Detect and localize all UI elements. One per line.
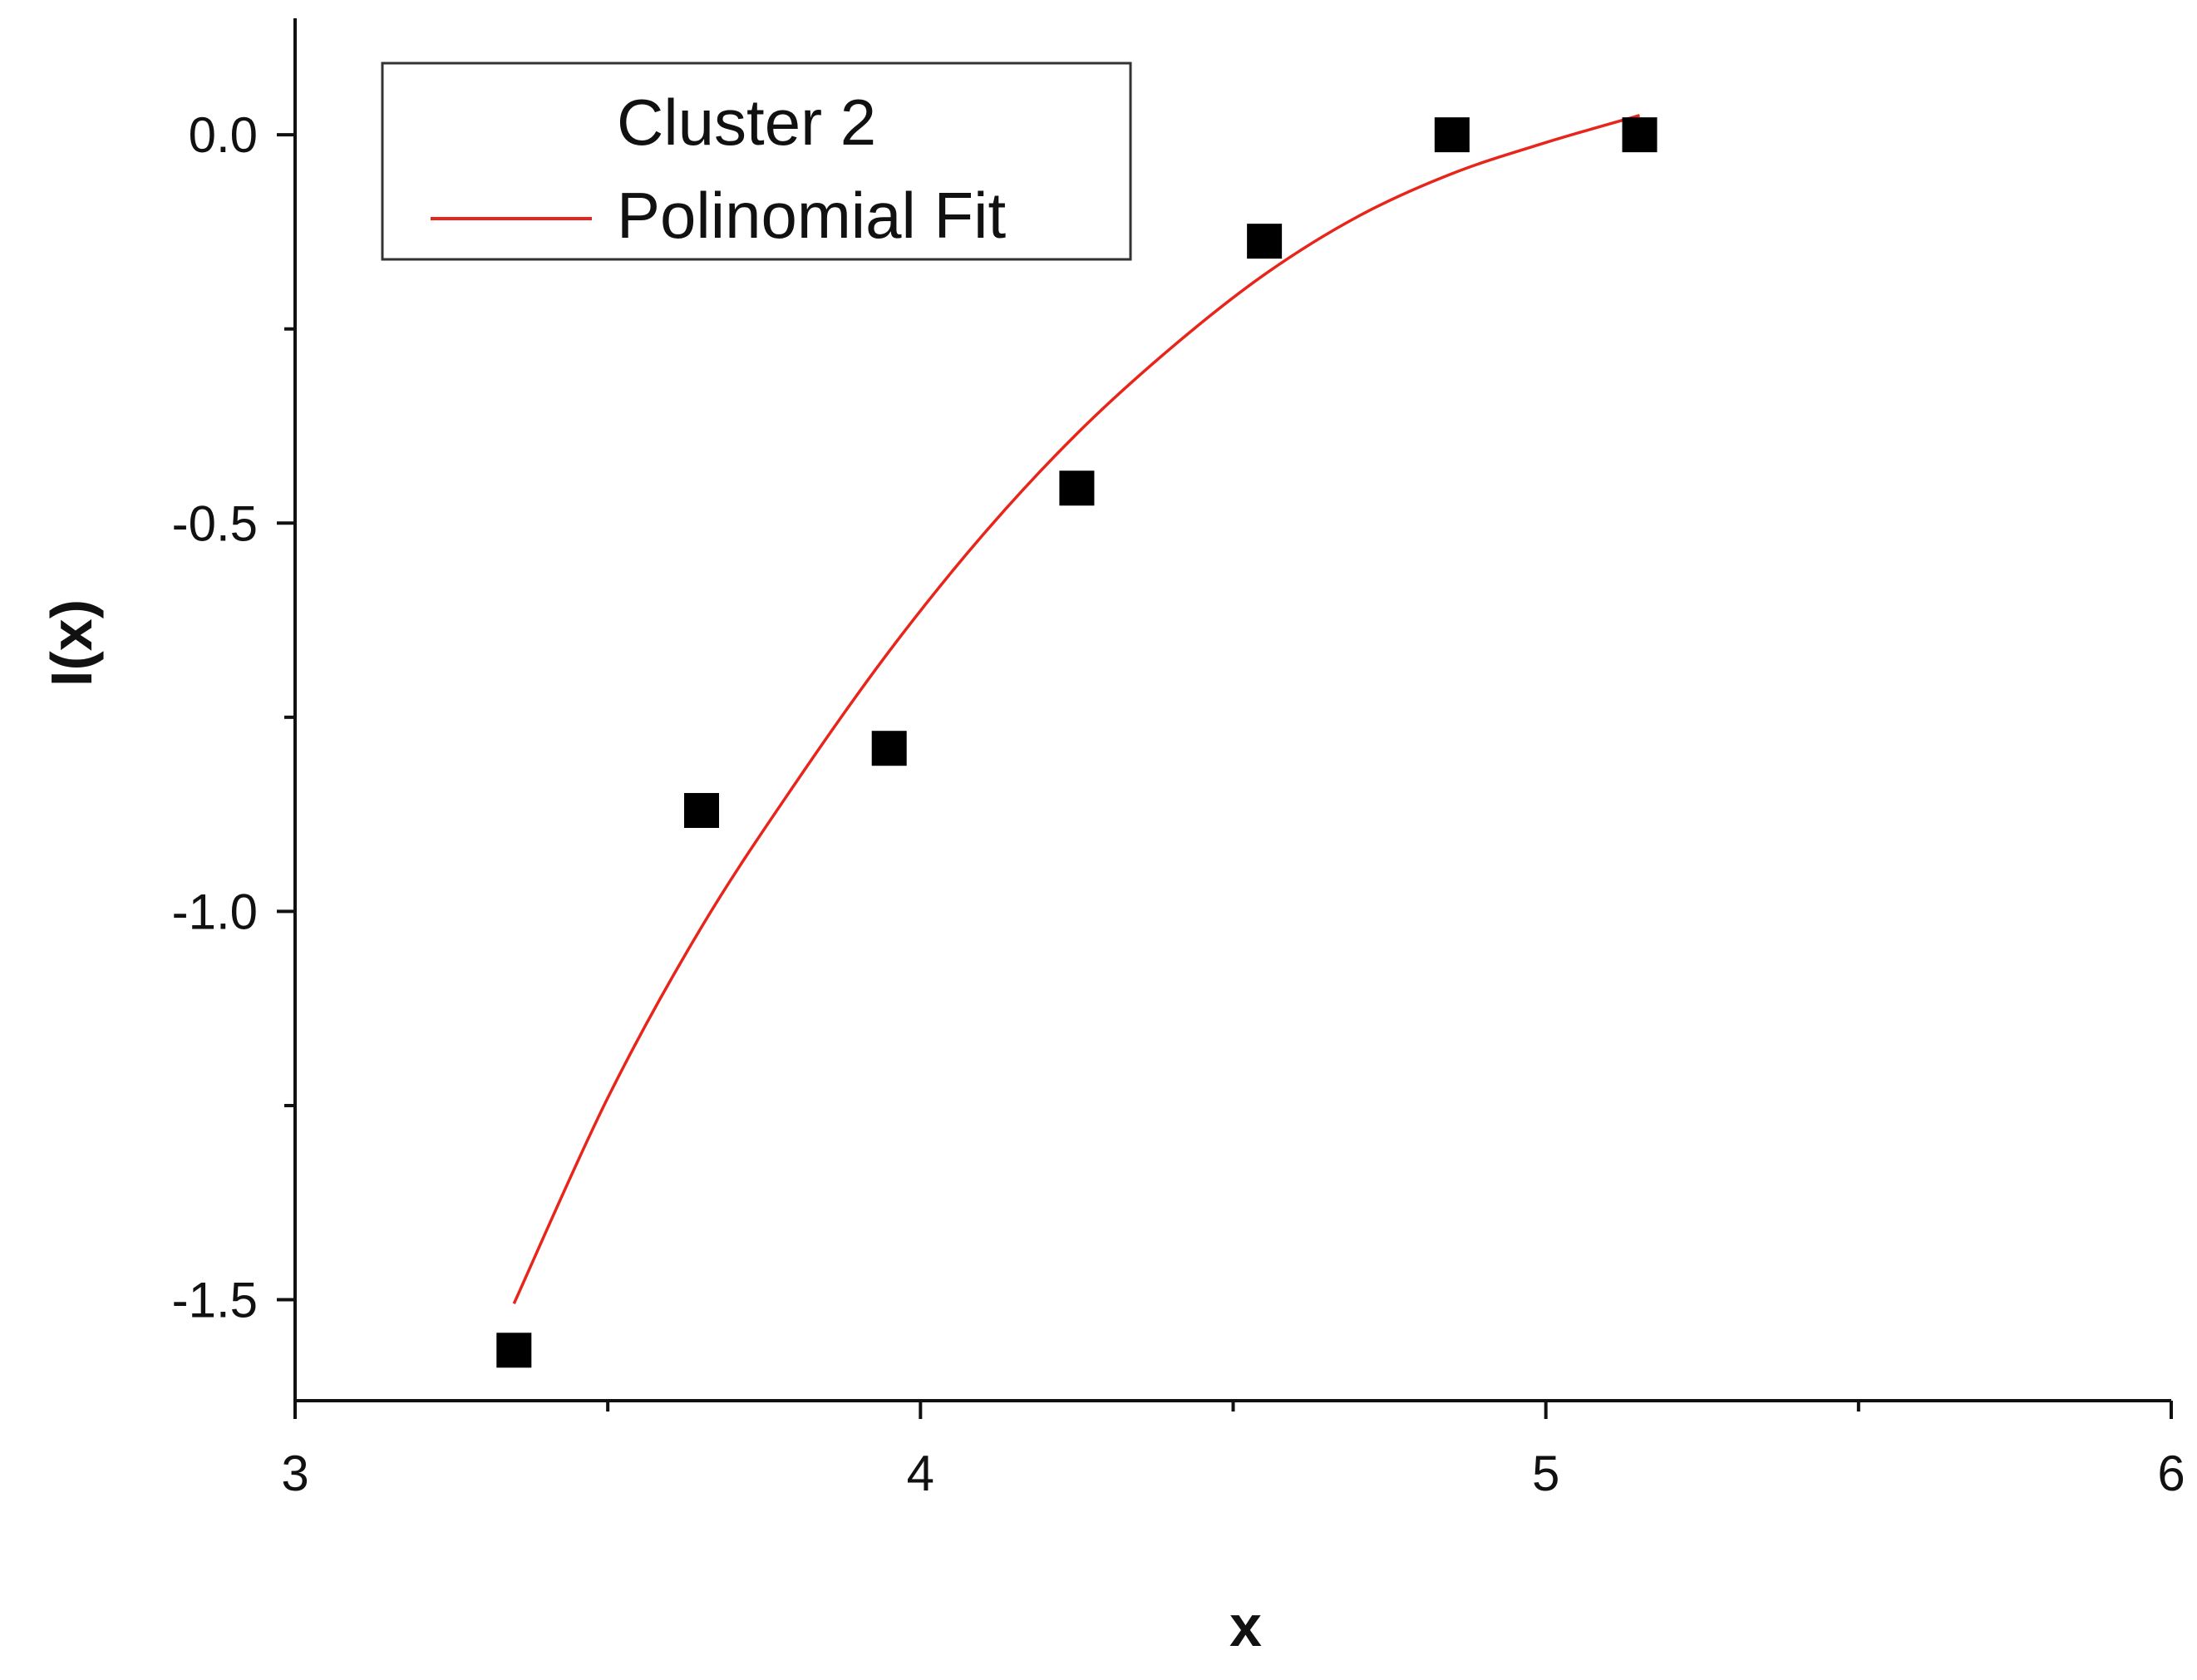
x-tick-label: 3 — [281, 1446, 308, 1501]
legend: Cluster 2 Polinomial Fit — [381, 62, 1132, 261]
data-point — [1247, 224, 1283, 259]
scatter-points-layer — [496, 117, 1658, 1368]
data-point — [1622, 117, 1658, 153]
data-point — [1059, 470, 1095, 506]
y-tick-label: -0.5 — [172, 495, 258, 551]
y-axis-title: I(x) — [39, 599, 104, 687]
x-axis-title: x — [1229, 1594, 1262, 1658]
data-point — [871, 731, 907, 766]
data-point — [684, 792, 720, 828]
x-tick-label: 6 — [2157, 1446, 2185, 1501]
legend-label: Cluster 2 — [617, 86, 876, 159]
x-tick-label: 5 — [1532, 1446, 1559, 1501]
fit-line-layer — [512, 114, 1641, 1304]
data-point — [496, 1333, 532, 1368]
y-tick-label: 0.0 — [189, 107, 258, 163]
legend-label: Polinomial Fit — [617, 179, 1006, 252]
axes: 3 4 5 6 0.0 -0.5 -1.0 -1.5 — [172, 18, 2185, 1501]
y-tick-label: -1.5 — [172, 1273, 258, 1328]
data-point — [1434, 117, 1470, 153]
y-tick-label: -1.0 — [172, 884, 258, 939]
x-tick-label: 4 — [907, 1446, 934, 1501]
legend-box — [381, 62, 1132, 261]
fit-line — [512, 114, 1641, 1304]
